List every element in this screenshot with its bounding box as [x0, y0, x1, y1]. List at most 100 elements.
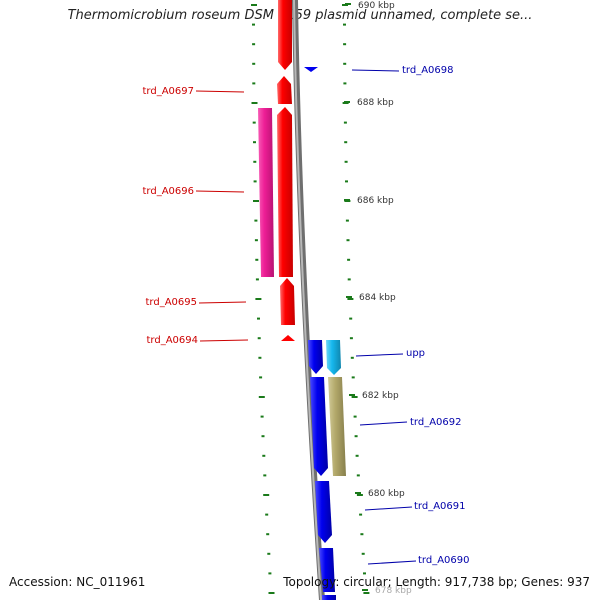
- genes-label: Genes:: [521, 575, 564, 589]
- gene-label-trd_A0697[interactable]: trd_A0697: [143, 86, 195, 97]
- minor-tick-right: [347, 298, 354, 300]
- gene-arrow-trd_A0698[interactable]: [304, 67, 318, 72]
- minor-tick-right: [356, 474, 360, 477]
- minor-tick-left: [253, 141, 256, 144]
- minor-tick-left: [266, 533, 270, 536]
- gene-arrow-trd_A0696-pink[interactable]: [258, 108, 274, 277]
- minor-tick-left: [253, 180, 257, 183]
- minor-tick-left: [255, 298, 262, 300]
- gene-label-trd_A0696[interactable]: trd_A0696: [143, 186, 195, 197]
- scale-label-684: 684 kbp: [359, 293, 396, 303]
- minor-tick-left: [253, 200, 259, 202]
- gene-label-upp[interactable]: upp: [406, 348, 425, 359]
- forward-gene-labels: trd_A0697 trd_A0696 trd_A0695 trd_A0694: [143, 86, 249, 346]
- minor-tick-right: [363, 572, 366, 575]
- gene-label-trd_A0695[interactable]: trd_A0695: [146, 297, 198, 308]
- label-leader-trd_A0694: [199, 339, 249, 342]
- minor-tick-right: [355, 454, 359, 457]
- minor-tick-right: [347, 258, 351, 261]
- label-leader-trd_A0692: [359, 421, 408, 426]
- gene-arrow-trd_A0692[interactable]: [310, 377, 328, 476]
- minor-tick-right: [361, 552, 365, 555]
- accession-value: NC_011961: [76, 575, 146, 589]
- minor-tick-left: [263, 494, 270, 496]
- gene-arrow-trd_A0695[interactable]: [280, 278, 295, 325]
- minor-tick-right: [363, 592, 370, 594]
- minor-tick-left: [268, 592, 275, 594]
- minor-tick-left: [263, 474, 267, 477]
- minor-tick-left: [265, 513, 269, 516]
- gene-label-trd_A0690[interactable]: trd_A0690: [418, 555, 470, 566]
- minor-tick-left: [260, 415, 264, 418]
- minor-tick-left: [254, 219, 258, 222]
- scale-label-690: 690 kbp: [358, 1, 395, 11]
- minor-tick-right: [347, 278, 351, 281]
- minor-tick-left: [253, 160, 257, 163]
- scale-tick-686: [344, 199, 350, 201]
- minor-tick-right: [353, 415, 357, 418]
- scale-tick-688: [344, 101, 350, 103]
- minor-tick-right: [349, 337, 353, 340]
- minor-tick-left: [255, 278, 259, 281]
- label-leader-trd_A0697: [195, 90, 245, 93]
- minor-tick-left: [261, 435, 265, 438]
- scale-label-682: 682 kbp: [362, 391, 399, 401]
- gene-arrow-trd_A0699[interactable]: [278, 0, 292, 70]
- map-title: Thermomicrobium roseum DSM 5159 plasmid …: [67, 8, 533, 23]
- minor-tick-right: [343, 23, 346, 26]
- minor-tick-left: [267, 552, 271, 555]
- gene-arrow-trd_A0697[interactable]: [277, 76, 292, 104]
- gene-label-trd_A0694[interactable]: trd_A0694: [147, 335, 199, 346]
- minor-tick-left: [254, 239, 258, 242]
- minor-tick-right: [345, 219, 349, 222]
- minor-tick-right: [344, 141, 348, 144]
- backbone-line: [292, 0, 325, 600]
- scale-label-686: 686 kbp: [357, 196, 394, 206]
- accession-info: Accession: NC_011961: [9, 575, 145, 589]
- minor-tick-left: [258, 396, 265, 398]
- minor-tick-right: [351, 396, 358, 398]
- gene-arrow-trd_A0696[interactable]: [277, 107, 293, 277]
- topology-label: Topology:: [283, 575, 340, 589]
- gene-arrow-trd_A0692-khaki[interactable]: [328, 377, 346, 476]
- label-leader-trd_A0690: [367, 560, 417, 565]
- gene-arrow-trd_A0694[interactable]: [281, 335, 295, 341]
- minor-tick-right: [356, 494, 363, 496]
- minor-ticks: [251, 4, 370, 594]
- gene-arrow-trd_A0693[interactable]: [308, 340, 323, 374]
- minor-tick-right: [359, 513, 363, 516]
- scale-label-680: 680 kbp: [368, 489, 405, 499]
- minor-tick-right: [354, 435, 358, 438]
- gene-arrow-trd_A0690[interactable]: [319, 548, 335, 592]
- gene-arrow-upp[interactable]: [326, 340, 341, 375]
- minor-tick-left: [252, 82, 256, 85]
- topology-value: circular: [343, 575, 388, 589]
- label-leader-upp: [355, 353, 404, 357]
- length-label: Length:: [395, 575, 441, 589]
- scale-label-678: 678 kbp: [375, 586, 412, 596]
- label-leader-trd_A0696: [195, 190, 245, 193]
- minor-tick-right: [343, 82, 347, 85]
- gene-arrow-trd_A0689[interactable]: [322, 595, 336, 600]
- minor-tick-right: [343, 62, 347, 65]
- gene-label-trd_A0698[interactable]: trd_A0698: [402, 65, 454, 76]
- scale-tick-682: [349, 394, 355, 396]
- backbone-highlight: [293, 0, 322, 600]
- label-leader-trd_A0695: [198, 301, 247, 304]
- minor-tick-right: [345, 180, 348, 183]
- minor-tick-left: [255, 258, 259, 261]
- gene-label-trd_A0692[interactable]: trd_A0692: [410, 417, 462, 428]
- minor-tick-left: [268, 572, 272, 575]
- minor-tick-right: [346, 239, 350, 242]
- label-leader-trd_A0698: [351, 69, 400, 72]
- length-value: 917,738 bp: [444, 575, 514, 589]
- scale-tick-684: [346, 296, 352, 298]
- genes-value: 937: [567, 575, 590, 589]
- minor-tick-right: [343, 121, 347, 124]
- minor-tick-left: [258, 356, 262, 359]
- minor-tick-left: [259, 376, 263, 379]
- gene-arrow-trd_A0691[interactable]: [315, 481, 332, 543]
- gene-label-trd_A0691[interactable]: trd_A0691: [414, 501, 466, 512]
- scale-tick-680: [355, 492, 361, 494]
